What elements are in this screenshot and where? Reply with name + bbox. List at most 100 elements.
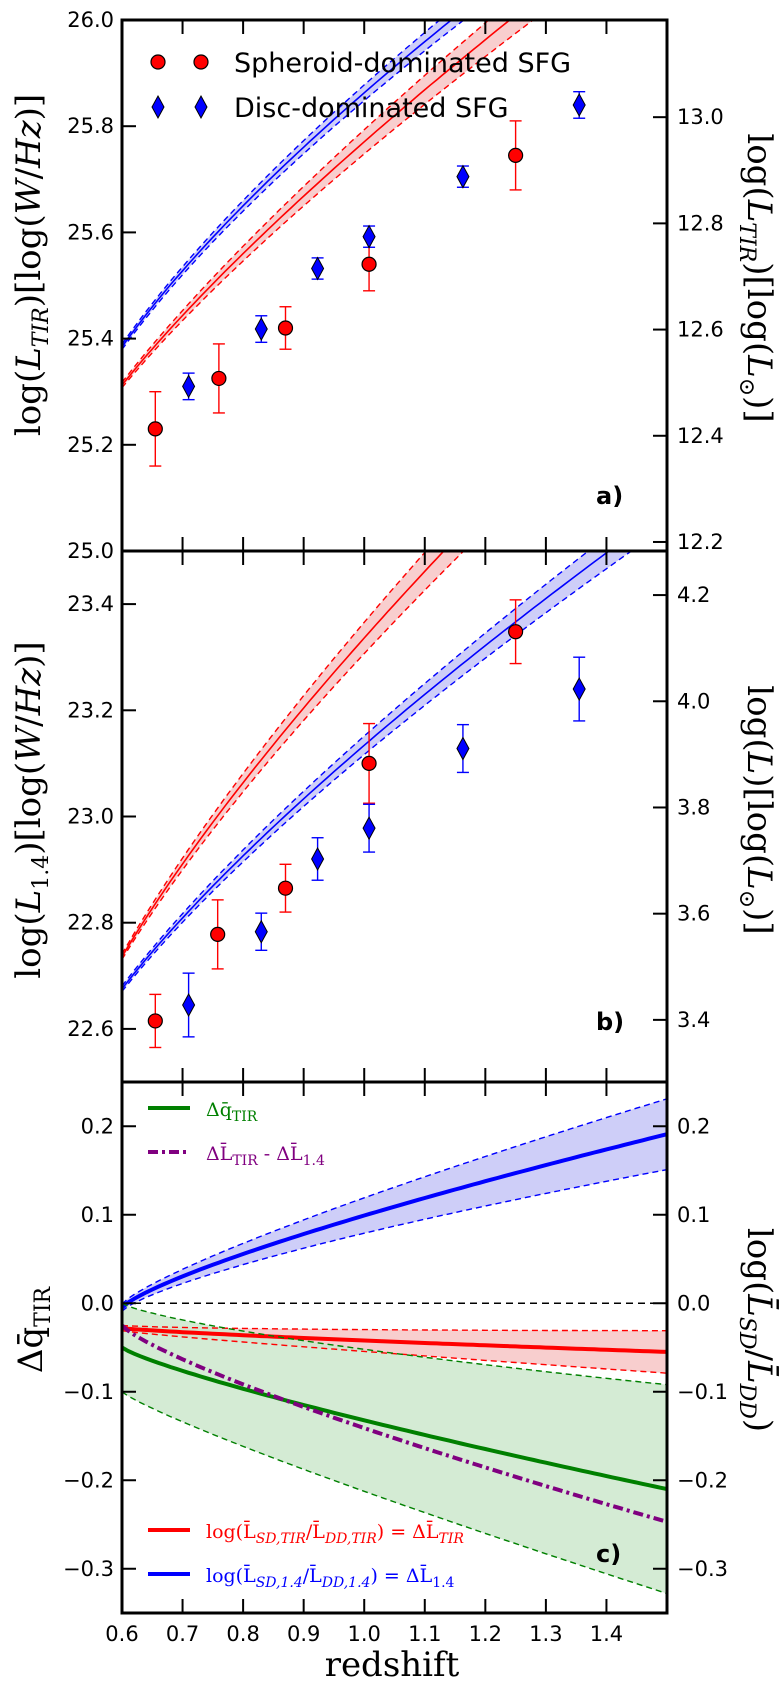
y-tick-label-right: 12.2: [677, 530, 724, 554]
x-tick-label: 0.7: [166, 1622, 199, 1646]
band-lower-green: [122, 1391, 667, 1595]
legend-marker-disc-2: [194, 94, 208, 120]
y-tick-label-right: −0.2: [677, 1468, 728, 1492]
panel-tag-b: b): [596, 1008, 624, 1036]
legend-marker-disc-1: [151, 94, 165, 120]
x-axis-label: redshift: [325, 1645, 460, 1684]
y-tick-label-right: 4.0: [677, 689, 710, 713]
data-point-red: [361, 755, 377, 772]
y-tick-label-right: 13.0: [677, 105, 724, 129]
panel-a: 25.0 25.2 25.4 25.6 25.8 26.0 12.2 12.4 12.6 12.8…: [9, 8, 779, 563]
data-point-blue: [456, 736, 470, 761]
data-point-red: [277, 320, 294, 336]
y-tick-label-left: 25.8: [67, 114, 114, 138]
data-point-blue: [182, 374, 196, 399]
y-tick-label-left: 25.6: [67, 220, 114, 244]
data-point-red: [147, 1013, 163, 1029]
y-tick-label-left: 25.0: [67, 539, 114, 563]
y-tick-label-left: 25.2: [67, 433, 114, 457]
fit-lower-red: [122, 551, 465, 960]
y-tick-label-left: −0.1: [63, 1380, 114, 1404]
x-tick-label: 1.3: [529, 1622, 562, 1646]
curve-red: [122, 1326, 667, 1354]
fit-upper-blue: [122, 20, 441, 345]
data-point-blue: [254, 316, 268, 342]
data-point-blue: [362, 816, 376, 841]
data-point-red: [210, 926, 226, 942]
data-point-blue: [362, 224, 376, 249]
y-tick-label-right: 12.4: [677, 424, 724, 448]
fit-line-blue: [122, 20, 453, 348]
legend-marker-spheroid-1: [150, 54, 166, 70]
plot-frame-2: [120, 1080, 669, 1615]
fit-lower-blue: [122, 20, 465, 350]
y-tick-label-left: 0.1: [81, 1203, 114, 1227]
legend-label-blue: log(L̄SD,1.4/L̄DD,1.4) = ΔL̄1.4: [206, 1564, 455, 1591]
plot-frame-1: [120, 549, 669, 1084]
curve-green: [122, 1345, 667, 1492]
x-tick-label: 1.1: [408, 1622, 441, 1646]
legend-label-disc: Disc-dominated SFG: [234, 93, 509, 124]
y-tick-label-left: 23.2: [67, 698, 114, 722]
band-upper-red: [122, 1324, 667, 1332]
legend-label-green: Δq̄TIR: [206, 1099, 258, 1125]
data-point-red: [277, 880, 294, 896]
legend-marker-spheroid-2: [193, 54, 209, 70]
band-upper-blue: [122, 1098, 667, 1305]
legend-label-spheroid: Spheroid-dominated SFG: [234, 48, 571, 79]
left-ylabel-b: log(L1.4)[log(W/Hz)]: [9, 641, 54, 978]
band-lower-blue: [122, 1168, 667, 1312]
y-tick-label-right: 12.8: [677, 211, 724, 235]
curve-purple: [122, 1323, 667, 1524]
y-tick-label-left: 26.0: [67, 8, 114, 32]
y-tick-label-right: 12.6: [677, 318, 724, 342]
x-tick-label: 0.8: [226, 1622, 259, 1646]
panel-tag-a: a): [596, 482, 623, 510]
data-point-blue: [572, 92, 586, 118]
band-green: [122, 1303, 667, 1594]
data-point-blue: [311, 846, 325, 872]
y-tick-label-right: 3.4: [677, 1008, 710, 1032]
right-ylabel-a: log(LTIR)[log(L⊙)]: [734, 133, 779, 422]
fit-line-blue: [122, 551, 611, 990]
y-tick-label-left: −0.3: [63, 1557, 114, 1581]
x-tick-label: 0.6: [105, 1622, 138, 1646]
data-point-blue: [572, 677, 586, 702]
y-tick-label-left: −0.2: [63, 1468, 114, 1492]
x-tick-label: 1.0: [348, 1622, 381, 1646]
y-tick-label-left: 23.4: [67, 592, 114, 616]
left-ylabel-a: log(LTIR)[log(W/Hz)]: [9, 94, 54, 436]
x-tick-label: 0.9: [287, 1622, 320, 1646]
y-tick-label-right: 0.0: [677, 1291, 710, 1315]
y-tick-label-left: 0.0: [81, 1291, 114, 1315]
right-ylabel-b: log(L)[log(L⊙)]: [734, 685, 779, 934]
data-point-red: [211, 370, 227, 387]
y-tick-label-left: 23.0: [67, 805, 114, 829]
fit-band-blue: [122, 551, 632, 992]
fit-line-red: [122, 551, 445, 958]
panel-c: 0.6 0.7 0.8 0.9 1.0 1.1 1.2 1.3 1.4 −0.3 −0.2 −0.1 0…: [11, 1080, 780, 1646]
y-tick-label-right: 3.8: [677, 795, 710, 819]
y-tick-label-right: 0.1: [677, 1203, 710, 1227]
data-point-blue: [456, 164, 470, 189]
fit-line-red: [122, 20, 512, 386]
fit-lower-blue: [122, 551, 633, 992]
y-tick-label-right: 0.2: [677, 1114, 710, 1138]
fit-lower-red: [122, 20, 535, 389]
y-tick-label-left: 25.4: [67, 327, 114, 351]
curve-blue: [122, 1132, 667, 1310]
fit-upper-red: [122, 20, 490, 383]
fit-upper-blue: [122, 551, 590, 987]
y-tick-label-right: −0.1: [677, 1380, 728, 1404]
y-tick-label-left: 22.8: [67, 911, 114, 935]
band-lower-red: [122, 1330, 667, 1374]
fit-band-red: [122, 551, 464, 960]
x-tick-label: 1.2: [469, 1622, 502, 1646]
data-point-blue: [311, 256, 325, 281]
data-point-blue: [182, 992, 196, 1018]
panel-b: 22.6 22.8 23.0 23.2 23.4 3.4 3.6 3.8 4.0 4.2 b) l…: [9, 549, 779, 1084]
y-tick-label-left: 22.6: [67, 1017, 114, 1041]
data-point-red: [508, 147, 524, 164]
fit-upper-red: [122, 551, 428, 955]
